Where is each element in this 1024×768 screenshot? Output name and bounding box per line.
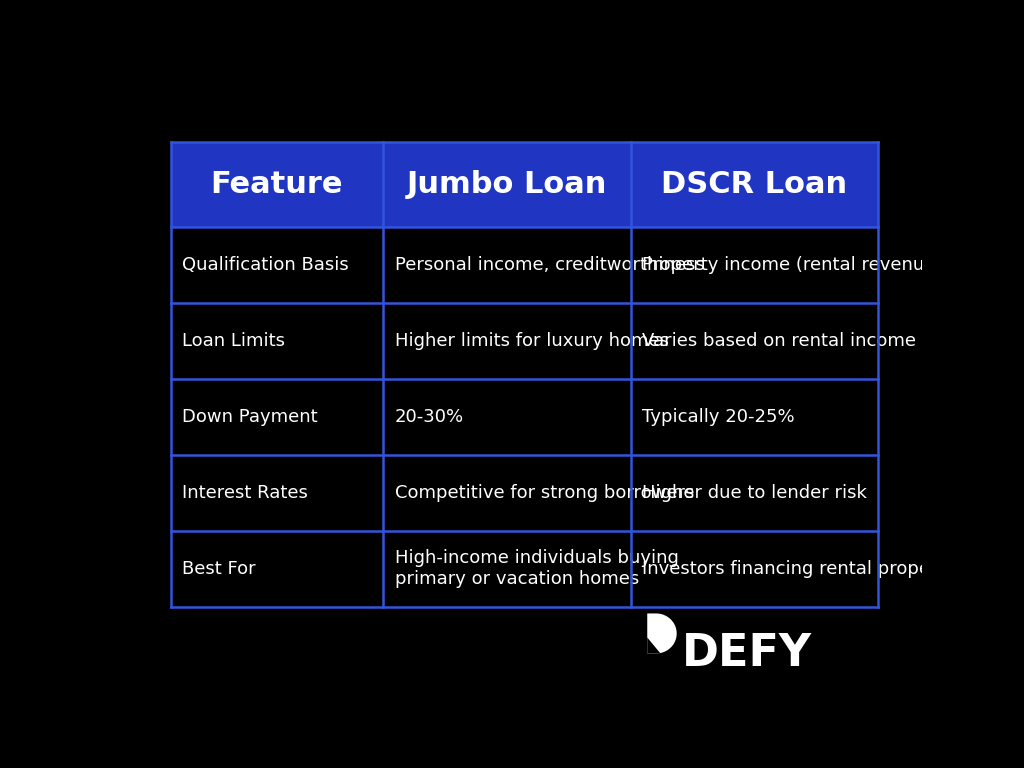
Text: Higher due to lender risk: Higher due to lender risk bbox=[642, 484, 867, 502]
Text: Higher limits for luxury homes: Higher limits for luxury homes bbox=[394, 332, 669, 349]
Bar bbox=[631, 379, 879, 455]
Text: Typically 20-25%: Typically 20-25% bbox=[642, 408, 795, 425]
Text: Personal income, creditworthiness: Personal income, creditworthiness bbox=[394, 256, 705, 274]
Text: Investors financing rental properties: Investors financing rental properties bbox=[642, 560, 971, 578]
Text: Loan Limits: Loan Limits bbox=[182, 332, 286, 349]
Bar bbox=[383, 227, 631, 303]
Bar bbox=[383, 455, 631, 531]
Text: DSCR Loan: DSCR Loan bbox=[662, 170, 848, 199]
Text: Competitive for strong borrowers: Competitive for strong borrowers bbox=[394, 484, 694, 502]
Polygon shape bbox=[647, 614, 677, 654]
Bar bbox=[631, 303, 879, 379]
Bar bbox=[171, 379, 383, 455]
Bar bbox=[171, 531, 383, 607]
Text: Down Payment: Down Payment bbox=[182, 408, 317, 425]
Bar bbox=[631, 142, 879, 227]
Text: Jumbo Loan: Jumbo Loan bbox=[407, 170, 607, 199]
Text: Qualification Basis: Qualification Basis bbox=[182, 256, 349, 274]
Polygon shape bbox=[647, 637, 660, 654]
Text: DEFY: DEFY bbox=[682, 632, 812, 675]
Bar bbox=[171, 455, 383, 531]
Bar bbox=[383, 303, 631, 379]
Bar bbox=[631, 531, 879, 607]
Bar bbox=[171, 227, 383, 303]
Text: High-income individuals buying
primary or vacation homes: High-income individuals buying primary o… bbox=[394, 549, 678, 588]
Text: Interest Rates: Interest Rates bbox=[182, 484, 308, 502]
Text: Feature: Feature bbox=[211, 170, 343, 199]
Bar bbox=[383, 142, 631, 227]
Bar bbox=[171, 142, 383, 227]
Bar bbox=[631, 455, 879, 531]
Bar bbox=[383, 531, 631, 607]
Bar bbox=[171, 303, 383, 379]
Text: 20-30%: 20-30% bbox=[394, 408, 464, 425]
Text: Best For: Best For bbox=[182, 560, 256, 578]
Text: Property income (rental revenue): Property income (rental revenue) bbox=[642, 256, 942, 274]
Bar bbox=[383, 379, 631, 455]
Bar bbox=[631, 227, 879, 303]
Text: Varies based on rental income: Varies based on rental income bbox=[642, 332, 916, 349]
